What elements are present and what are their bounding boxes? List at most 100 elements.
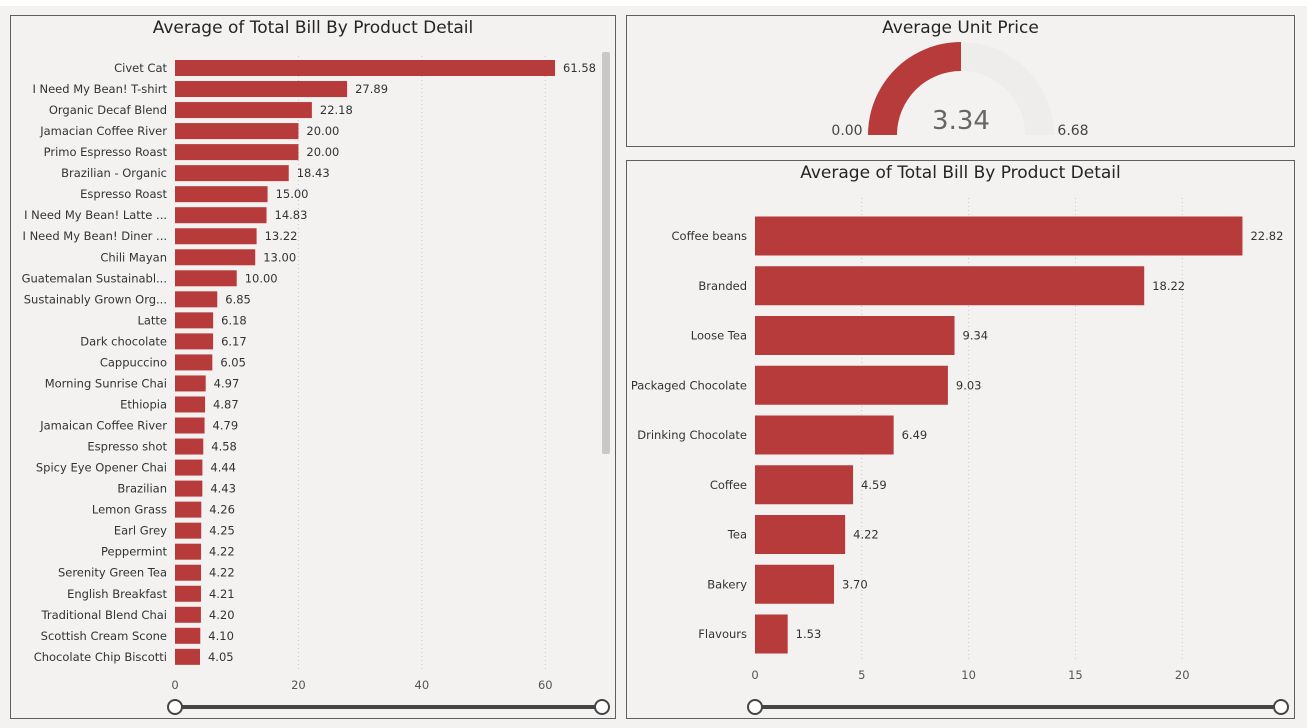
- category-label: Tea: [727, 528, 747, 542]
- category-label: Jamaican Coffee River: [39, 419, 167, 433]
- category-label: Ethiopia: [120, 397, 167, 411]
- data-label: 27.89: [355, 82, 388, 96]
- category-label: Traditional Blend Chai: [41, 608, 168, 622]
- bar[interactable]: [755, 266, 1145, 306]
- data-label: 4.79: [213, 419, 239, 433]
- data-label: 9.03: [956, 378, 982, 392]
- gauge-fill[interactable]: [868, 42, 961, 135]
- range-slider-start-handle[interactable]: [747, 699, 763, 715]
- product-detail-chart-panel[interactable]: Average of Total Bill By Product Detail …: [10, 15, 616, 719]
- bar[interactable]: [755, 515, 846, 554]
- bar[interactable]: [175, 165, 289, 182]
- category-chart-panel[interactable]: Average of Total Bill By Product Detail …: [626, 160, 1295, 719]
- bar[interactable]: [755, 365, 948, 405]
- category-label: Jamacian Coffee River: [39, 124, 167, 138]
- category-label: Packaged Chocolate: [631, 378, 747, 392]
- category-label: Organic Decaf Blend: [49, 103, 167, 117]
- gauge-panel[interactable]: Average Unit Price 3.34 0.00 6.68: [626, 15, 1295, 147]
- x-tick-label: 20: [1175, 668, 1190, 682]
- bar[interactable]: [175, 333, 214, 350]
- gauge-max-label: 6.68: [1057, 123, 1088, 139]
- category-label: Bakery: [707, 577, 747, 591]
- range-slider-end-handle[interactable]: [594, 699, 610, 715]
- data-label: 6.49: [902, 428, 928, 442]
- average-unit-price-gauge[interactable]: 3.34 0.00 6.68: [627, 16, 1294, 146]
- bar[interactable]: [755, 415, 894, 455]
- x-tick-label: 0: [171, 678, 178, 692]
- bar[interactable]: [175, 585, 201, 602]
- bar[interactable]: [755, 465, 854, 505]
- category-label: Dark chocolate: [80, 334, 167, 348]
- product-detail-bar-chart[interactable]: Civet Cat 61.58 I Need My Bean! T-shirt 27.…: [11, 16, 615, 718]
- data-label: 1.53: [796, 627, 822, 641]
- range-slider-start-handle[interactable]: [167, 699, 183, 715]
- category-label: Flavours: [698, 627, 747, 641]
- category-label: Primo Espresso Roast: [44, 145, 168, 159]
- bar[interactable]: [175, 291, 218, 308]
- bar[interactable]: [175, 627, 201, 644]
- bar[interactable]: [175, 60, 556, 76]
- data-label: 4.97: [214, 376, 240, 390]
- category-label: Scottish Cream Scone: [41, 629, 167, 643]
- category-bar-chart[interactable]: Coffee beans 22.82 Branded 18.22 Loose Tea 9.…: [627, 161, 1294, 718]
- data-label: 14.83: [275, 208, 308, 222]
- bar[interactable]: [175, 480, 203, 497]
- bar[interactable]: [175, 186, 268, 203]
- data-label: 9.34: [963, 329, 989, 343]
- bar[interactable]: [175, 123, 299, 140]
- vertical-scrollbar[interactable]: [602, 52, 610, 454]
- top-strip: [0, 0, 1307, 6]
- data-label: 18.22: [1152, 279, 1185, 293]
- bar[interactable]: [175, 228, 257, 245]
- category-label: Espresso shot: [87, 440, 167, 454]
- bar[interactable]: [175, 81, 348, 98]
- bar[interactable]: [755, 316, 955, 355]
- bar[interactable]: [755, 564, 835, 604]
- bar[interactable]: [175, 501, 202, 518]
- bar[interactable]: [175, 459, 203, 476]
- x-tick-label: 5: [858, 668, 865, 682]
- data-label: 4.59: [861, 478, 887, 492]
- bar[interactable]: [755, 614, 788, 654]
- bar[interactable]: [175, 648, 200, 665]
- bar[interactable]: [175, 270, 237, 287]
- category-label: Loose Tea: [691, 329, 747, 343]
- category-label: Drinking Chocolate: [637, 428, 747, 442]
- bar[interactable]: [175, 438, 204, 455]
- category-label: English Breakfast: [67, 587, 167, 601]
- data-label: 6.18: [221, 313, 247, 327]
- data-label: 15.00: [276, 187, 309, 201]
- bar[interactable]: [175, 249, 256, 266]
- category-label: I Need My Bean! Diner ...: [23, 229, 167, 243]
- category-label: Brazilian - Organic: [61, 166, 167, 180]
- data-label: 20.00: [306, 145, 339, 159]
- data-label: 4.26: [209, 503, 235, 517]
- x-tick-label: 10: [961, 668, 976, 682]
- category-label: Spicy Eye Opener Chai: [36, 461, 167, 475]
- data-label: 4.22: [209, 545, 235, 559]
- bar[interactable]: [175, 417, 205, 434]
- bar[interactable]: [755, 216, 1243, 256]
- bar[interactable]: [175, 396, 206, 413]
- data-label: 22.82: [1250, 229, 1283, 243]
- bar[interactable]: [175, 144, 299, 161]
- bar[interactable]: [175, 543, 202, 560]
- bar[interactable]: [175, 606, 201, 623]
- data-label: 4.43: [210, 482, 236, 496]
- data-label: 4.25: [209, 524, 235, 538]
- bar[interactable]: [175, 354, 213, 371]
- bar[interactable]: [175, 522, 202, 539]
- data-label: 6.05: [220, 355, 246, 369]
- bar[interactable]: [175, 564, 202, 581]
- bar[interactable]: [175, 102, 312, 119]
- data-label: 18.43: [297, 166, 330, 180]
- gauge-min-label: 0.00: [831, 123, 862, 139]
- bar[interactable]: [175, 207, 267, 224]
- bar[interactable]: [175, 375, 206, 392]
- data-label: 61.58: [563, 61, 596, 75]
- data-label: 4.44: [210, 461, 236, 475]
- x-tick-label: 0: [751, 668, 758, 682]
- range-slider-end-handle[interactable]: [1273, 699, 1289, 715]
- bar[interactable]: [175, 312, 214, 329]
- category-label: Chocolate Chip Biscotti: [34, 650, 167, 664]
